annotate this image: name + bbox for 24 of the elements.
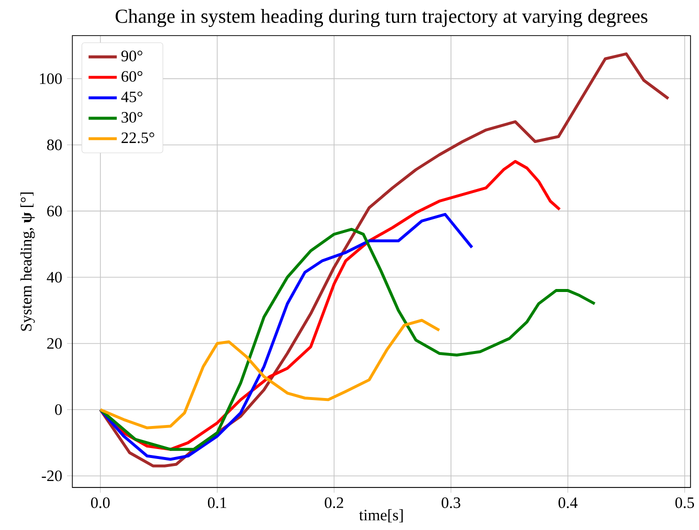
x-tick-label: 0.4 (558, 497, 578, 508)
y-tick-label: 0 (55, 404, 62, 415)
x-tick-label: 0.3 (442, 497, 460, 508)
y-tick-label: -20 (42, 470, 62, 482)
line-series (98, 228, 596, 451)
x-tick-label: 0.1 (208, 497, 226, 508)
x-tick-label: 0.5 (675, 497, 694, 508)
y-axis-title: System heading, ψ [°] (20, 192, 35, 331)
legend-label: 22.5° (122, 132, 154, 144)
y-tick-label: 60 (47, 206, 62, 216)
line-series (98, 318, 441, 430)
line-series (98, 212, 474, 461)
legend-label: 60° (122, 71, 142, 82)
legend-label: 90° (121, 50, 142, 62)
x-tick-label: 0.0 (91, 497, 110, 508)
y-tick-label: 80 (47, 140, 62, 150)
x-axis-title: time[s] (359, 509, 403, 522)
x-tick-label: 0.2 (324, 497, 344, 508)
chart-title: Change in system heading during turn trajectory at varying degrees (116, 9, 648, 28)
y-tick-label: 40 (46, 272, 62, 283)
legend-label: 30° (122, 112, 142, 123)
legend-label: 45° (121, 92, 142, 102)
y-tick-label: 20 (47, 338, 62, 349)
y-tick-label: 100 (40, 73, 62, 84)
